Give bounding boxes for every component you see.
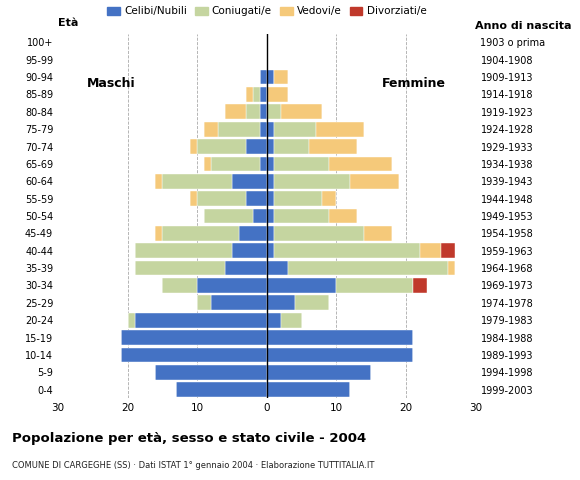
Bar xyxy=(246,139,267,154)
Bar xyxy=(260,156,267,171)
Bar xyxy=(267,330,413,345)
Bar xyxy=(135,243,232,258)
Bar xyxy=(448,261,455,276)
Bar xyxy=(246,104,260,119)
Bar xyxy=(260,122,267,136)
Bar xyxy=(274,191,322,206)
Bar xyxy=(204,122,218,136)
Bar xyxy=(267,261,288,276)
Bar xyxy=(267,174,274,189)
Bar xyxy=(135,313,267,328)
Bar xyxy=(128,313,135,328)
Bar xyxy=(155,365,267,380)
Bar xyxy=(322,191,336,206)
Bar xyxy=(267,87,288,102)
Bar xyxy=(204,156,211,171)
Bar xyxy=(162,278,197,293)
Bar xyxy=(121,348,267,362)
Bar xyxy=(267,313,281,328)
Bar xyxy=(267,191,274,206)
Bar xyxy=(211,156,260,171)
Bar xyxy=(288,261,448,276)
Bar xyxy=(274,243,420,258)
Text: Anno di nascita: Anno di nascita xyxy=(475,21,571,31)
Bar xyxy=(336,278,413,293)
Bar xyxy=(232,174,267,189)
Bar xyxy=(267,365,371,380)
Bar xyxy=(260,87,267,102)
Bar xyxy=(281,104,322,119)
Bar xyxy=(260,104,267,119)
Bar xyxy=(190,139,197,154)
Text: Maschi: Maschi xyxy=(87,77,136,90)
Bar xyxy=(274,226,364,241)
Bar xyxy=(190,191,197,206)
Bar xyxy=(197,278,267,293)
Bar xyxy=(267,122,274,136)
Bar xyxy=(155,226,162,241)
Bar xyxy=(246,87,253,102)
Bar xyxy=(121,330,267,345)
Bar xyxy=(274,139,309,154)
Bar xyxy=(246,191,267,206)
Bar xyxy=(441,243,455,258)
Bar xyxy=(316,122,364,136)
Bar xyxy=(267,296,295,310)
Bar xyxy=(253,209,267,223)
Bar xyxy=(197,296,211,310)
Text: Età: Età xyxy=(58,18,78,28)
Text: COMUNE DI CARGEGHE (SS) · Dati ISTAT 1° gennaio 2004 · Elaborazione TUTTITALIA.I: COMUNE DI CARGEGHE (SS) · Dati ISTAT 1° … xyxy=(12,461,374,470)
Bar xyxy=(211,296,267,310)
Bar xyxy=(329,209,357,223)
Bar xyxy=(218,122,260,136)
Bar xyxy=(267,226,274,241)
Bar xyxy=(267,383,350,397)
Bar xyxy=(364,226,392,241)
Bar xyxy=(267,156,274,171)
Bar xyxy=(267,70,274,84)
Bar xyxy=(267,348,413,362)
Bar xyxy=(267,243,274,258)
Bar xyxy=(253,87,260,102)
Bar xyxy=(413,278,427,293)
Bar xyxy=(232,243,267,258)
Bar xyxy=(225,261,267,276)
Bar xyxy=(135,261,225,276)
Bar xyxy=(309,139,357,154)
Bar xyxy=(274,122,316,136)
Bar xyxy=(260,70,267,84)
Bar xyxy=(295,296,329,310)
Bar xyxy=(176,383,267,397)
Bar xyxy=(239,226,267,241)
Legend: Celibi/Nubili, Coniugati/e, Vedovi/e, Divorziati/e: Celibi/Nubili, Coniugati/e, Vedovi/e, Di… xyxy=(103,2,430,21)
Bar xyxy=(274,174,350,189)
Bar xyxy=(274,70,288,84)
Bar xyxy=(281,313,302,328)
Bar xyxy=(155,174,162,189)
Bar xyxy=(162,174,232,189)
Bar xyxy=(162,226,239,241)
Text: Popolazione per età, sesso e stato civile - 2004: Popolazione per età, sesso e stato civil… xyxy=(12,432,366,445)
Bar xyxy=(274,156,329,171)
Bar xyxy=(274,209,329,223)
Bar xyxy=(420,243,441,258)
Bar xyxy=(225,104,246,119)
Bar xyxy=(329,156,392,171)
Bar xyxy=(267,278,336,293)
Text: Femmine: Femmine xyxy=(382,77,447,90)
Bar xyxy=(267,209,274,223)
Bar xyxy=(197,139,246,154)
Bar xyxy=(267,104,281,119)
Bar xyxy=(350,174,399,189)
Bar xyxy=(267,139,274,154)
Bar xyxy=(204,209,253,223)
Bar xyxy=(197,191,246,206)
